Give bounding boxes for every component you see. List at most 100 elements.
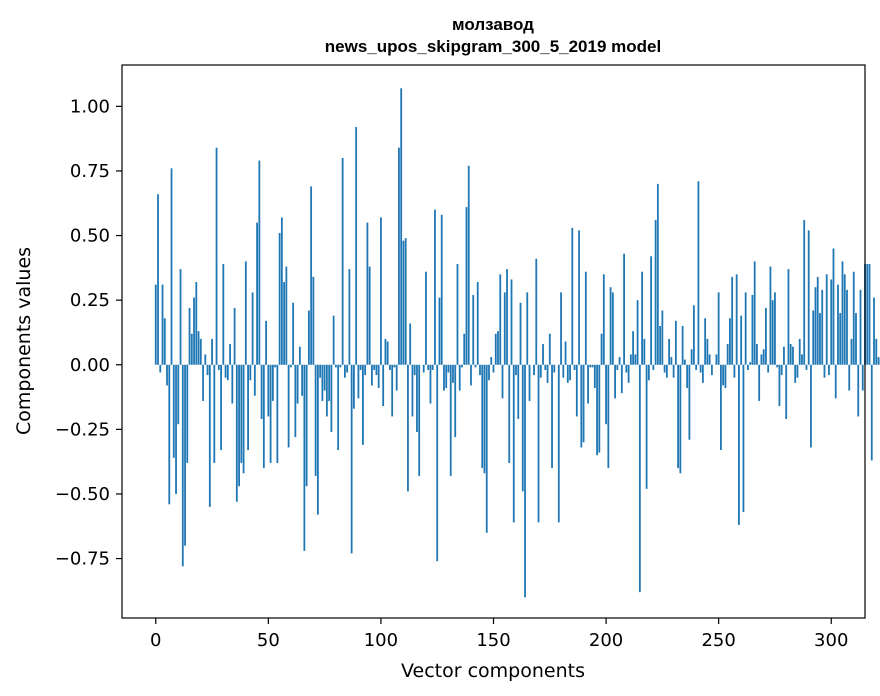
bar <box>285 266 288 365</box>
bar <box>382 364 385 407</box>
bar <box>303 364 306 551</box>
bar <box>814 287 817 365</box>
bar <box>404 238 407 365</box>
bar <box>749 362 752 365</box>
y-tick-label: 0.50 <box>70 226 110 247</box>
bar <box>753 261 756 365</box>
bar <box>177 364 180 425</box>
bar <box>157 194 159 365</box>
bar <box>193 297 195 365</box>
bar <box>711 364 713 376</box>
bar <box>159 364 162 373</box>
y-tick-label: −0.25 <box>55 419 110 440</box>
y-tick-label: 0.75 <box>70 161 110 182</box>
bar <box>292 302 295 365</box>
bar <box>665 364 668 378</box>
bar <box>823 364 826 378</box>
bars-group <box>154 88 880 598</box>
bar <box>591 364 594 368</box>
bar <box>600 333 603 365</box>
bar <box>267 364 270 417</box>
bar <box>533 364 535 376</box>
bar <box>632 331 634 365</box>
bar <box>771 300 774 365</box>
bar <box>224 364 227 378</box>
bar <box>494 333 497 365</box>
bar <box>641 271 643 365</box>
bar <box>452 364 454 383</box>
bar <box>584 271 587 365</box>
bar <box>695 364 698 370</box>
bar <box>298 346 301 365</box>
bar <box>402 240 405 365</box>
bar <box>350 364 353 554</box>
bar <box>328 364 331 401</box>
bar <box>744 292 747 365</box>
bar <box>337 364 340 451</box>
bar <box>170 168 173 365</box>
bar <box>238 364 240 487</box>
bar <box>440 214 443 365</box>
bar <box>877 357 880 365</box>
bar <box>492 364 495 373</box>
bar <box>609 287 612 365</box>
bar <box>163 318 166 365</box>
bar <box>701 364 704 383</box>
bar <box>650 256 653 365</box>
bar <box>204 354 207 365</box>
bar <box>391 364 394 417</box>
bar <box>686 364 689 389</box>
y-tick-label: 0.25 <box>70 290 110 311</box>
bar <box>240 364 243 463</box>
bar <box>589 364 592 368</box>
bar <box>319 364 322 378</box>
bar <box>197 331 200 365</box>
bar <box>647 364 650 381</box>
bar <box>434 209 436 365</box>
bar <box>614 364 616 399</box>
bar <box>465 207 468 365</box>
bar <box>524 364 526 598</box>
bar <box>573 364 576 370</box>
bar <box>411 364 414 417</box>
bar <box>778 364 781 407</box>
bar <box>866 263 869 365</box>
bar <box>355 127 358 365</box>
bar <box>526 292 529 365</box>
bar <box>670 357 673 365</box>
x-tick-label: 50 <box>257 630 280 651</box>
bar <box>656 183 659 365</box>
x-axis-label: Vector components <box>401 660 585 682</box>
bar <box>265 320 267 365</box>
bar <box>681 326 684 365</box>
bar <box>429 364 432 404</box>
bar <box>260 364 263 420</box>
bar <box>596 364 598 456</box>
bar <box>564 341 567 365</box>
bar <box>798 338 801 365</box>
bar <box>677 364 680 469</box>
bar <box>220 364 222 451</box>
bar <box>843 274 846 365</box>
bar <box>557 364 560 523</box>
bar <box>262 364 265 469</box>
bar <box>503 292 506 365</box>
bar <box>740 315 743 365</box>
bar <box>344 364 346 378</box>
chart-title-line-1: молзавод <box>452 15 534 34</box>
bar <box>479 364 481 376</box>
bar <box>294 364 297 438</box>
bar <box>438 297 441 365</box>
bar <box>519 302 522 365</box>
bar <box>366 222 369 365</box>
bar <box>715 354 718 365</box>
bar <box>384 338 387 365</box>
x-axis-ticks: 0 50 100 150 200 250 300 <box>150 618 848 651</box>
bar <box>400 88 403 365</box>
bar <box>674 320 677 365</box>
bar <box>756 344 758 365</box>
bar <box>325 364 328 417</box>
bar <box>283 282 286 365</box>
bar <box>431 364 434 370</box>
bar <box>868 263 871 365</box>
